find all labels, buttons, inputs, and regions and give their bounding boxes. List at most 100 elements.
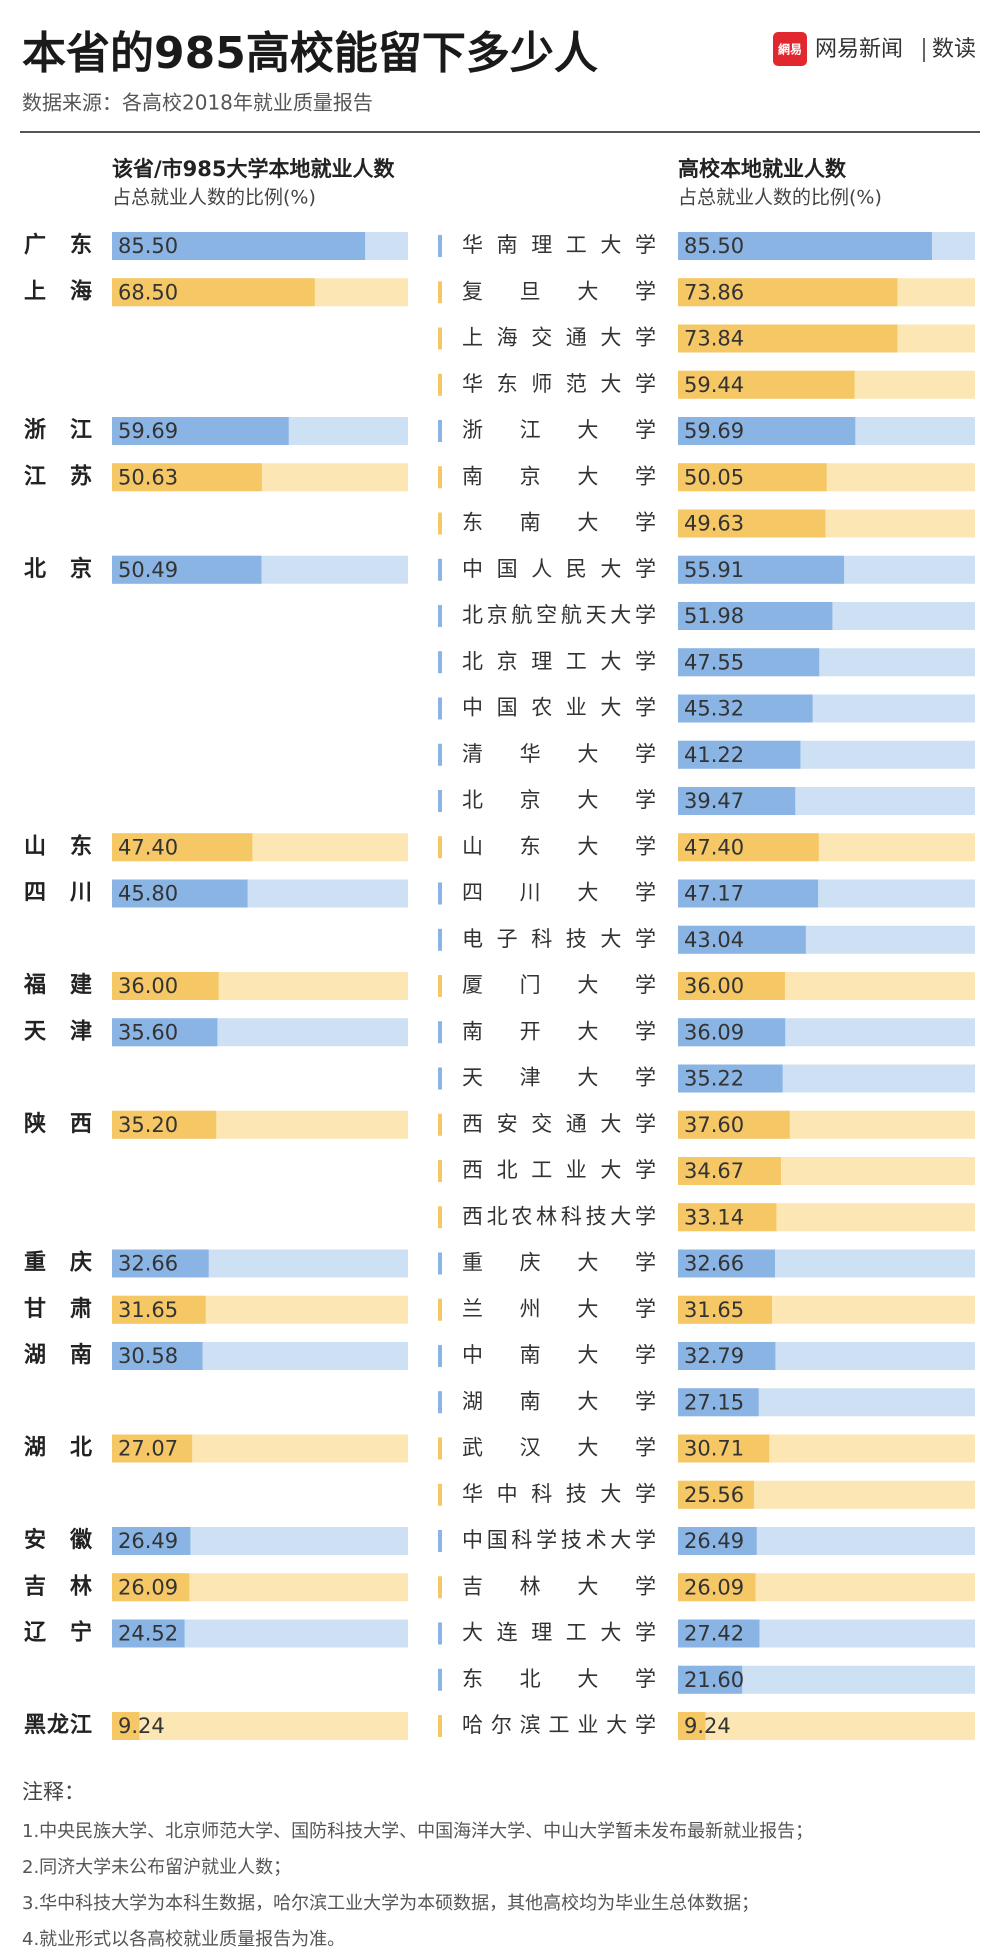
university-name: 华南理工大学 — [462, 233, 656, 257]
value-label: 27.42 — [684, 1622, 744, 1646]
value-label: 51.98 — [684, 604, 744, 628]
bar — [112, 1018, 218, 1047]
university-name: 南京大学 — [462, 464, 656, 488]
value-label: 47.40 — [684, 835, 744, 859]
university-name: 天津大学 — [462, 1066, 656, 1090]
province-name: 上海 — [24, 278, 92, 304]
group-tick — [438, 928, 442, 951]
bar — [678, 1064, 783, 1093]
group-tick — [438, 281, 442, 304]
bar — [112, 1434, 193, 1463]
bar — [112, 1527, 191, 1555]
note: 2.同济大学未公布留沪就业人数； — [22, 1857, 291, 1878]
university-name: 清华大学 — [462, 742, 656, 766]
province-name: 辽宁 — [24, 1620, 92, 1646]
bar — [112, 555, 262, 584]
bar — [112, 1342, 203, 1370]
value-label: 9.24 — [118, 1714, 165, 1738]
university-name: 山东大学 — [462, 834, 656, 858]
value-label: 45.80 — [118, 882, 178, 906]
value-label: 50.49 — [118, 558, 178, 582]
university-name: 南开大学 — [462, 1019, 656, 1043]
right-heading: 高校本地就业人数 — [678, 157, 847, 181]
bar — [112, 232, 366, 260]
bar-track — [678, 1712, 975, 1740]
bar — [678, 1527, 757, 1555]
value-label: 36.00 — [684, 974, 744, 998]
brand: 数读 — [932, 37, 976, 62]
value-label: 85.50 — [684, 234, 744, 258]
value-label: 73.84 — [684, 327, 744, 351]
province-name: 甘肃 — [24, 1296, 92, 1322]
value-label: 47.55 — [684, 650, 744, 674]
group-tick — [438, 1391, 442, 1414]
value-label: 24.52 — [118, 1622, 178, 1646]
value-label: 26.09 — [118, 1575, 178, 1599]
group-tick — [438, 1576, 442, 1599]
bar — [112, 833, 253, 862]
bar — [112, 1573, 190, 1602]
bar — [678, 1203, 777, 1232]
value-label: 50.05 — [684, 465, 744, 489]
province-name: 黑龙江 — [24, 1713, 92, 1738]
note: 3.华中科技大学为本科生数据，哈尔滨工业大学为本硕数据，其他高校均为毕业生总体数… — [22, 1893, 759, 1914]
university-name: 华东师范大学 — [462, 372, 656, 396]
bar — [678, 1619, 760, 1648]
group-tick — [438, 1345, 442, 1367]
province-name: 江苏 — [24, 463, 92, 489]
university-name: 哈尔滨工业大学 — [462, 1713, 656, 1737]
logo-icon — [773, 32, 807, 66]
value-label: 45.32 — [684, 697, 744, 721]
university-name: 电子科技大学 — [462, 927, 656, 951]
university-name: 复旦大学 — [462, 279, 656, 303]
bar — [678, 694, 813, 723]
value-label: 36.00 — [118, 974, 178, 998]
group-tick — [438, 975, 442, 997]
bar — [678, 278, 898, 307]
group-tick — [438, 1622, 442, 1645]
value-label: 30.71 — [684, 1437, 744, 1461]
university-name: 厦门大学 — [462, 973, 656, 997]
group-tick — [438, 743, 442, 766]
value-label: 68.50 — [118, 280, 178, 304]
left-heading: 该省/市985大学本地就业人数 — [112, 157, 396, 181]
province-name: 重庆 — [24, 1250, 92, 1276]
bar — [112, 417, 289, 445]
university-name: 上海交通大学 — [462, 326, 656, 350]
province-name: 湖北 — [24, 1436, 92, 1461]
value-label: 49.63 — [684, 512, 744, 536]
value-label: 32.66 — [118, 1252, 178, 1276]
bar — [112, 463, 262, 492]
university-name: 武汉大学 — [462, 1436, 656, 1460]
bar — [678, 1573, 756, 1602]
group-tick — [438, 1067, 442, 1090]
bar — [678, 602, 833, 630]
bar — [112, 1619, 185, 1648]
value-label: 59.44 — [684, 373, 744, 397]
value-label: 27.15 — [684, 1390, 744, 1414]
province-name: 福建 — [23, 973, 92, 998]
bar — [678, 1295, 773, 1324]
group-tick — [438, 466, 442, 489]
value-label: 26.49 — [684, 1529, 744, 1553]
value-label: 35.20 — [118, 1113, 178, 1137]
university-name: 西北农林科技大学 — [462, 1204, 656, 1228]
value-label: 73.86 — [684, 280, 744, 304]
province-name: 浙江 — [24, 418, 92, 443]
logo-icon-text: 網易 — [778, 42, 802, 57]
province-name: 北京 — [24, 556, 92, 582]
bar — [678, 417, 856, 445]
value-label: 36.09 — [684, 1020, 744, 1044]
value-label: 21.60 — [684, 1668, 744, 1692]
bar — [112, 1249, 209, 1278]
group-tick — [438, 420, 442, 442]
group-tick — [438, 512, 442, 535]
university-name: 兰州大学 — [462, 1297, 656, 1321]
value-label: 9.24 — [684, 1714, 731, 1738]
group-tick — [438, 1160, 442, 1182]
bar — [112, 879, 248, 908]
bar — [678, 1110, 790, 1139]
group-tick — [438, 235, 442, 257]
bar — [112, 972, 219, 1000]
